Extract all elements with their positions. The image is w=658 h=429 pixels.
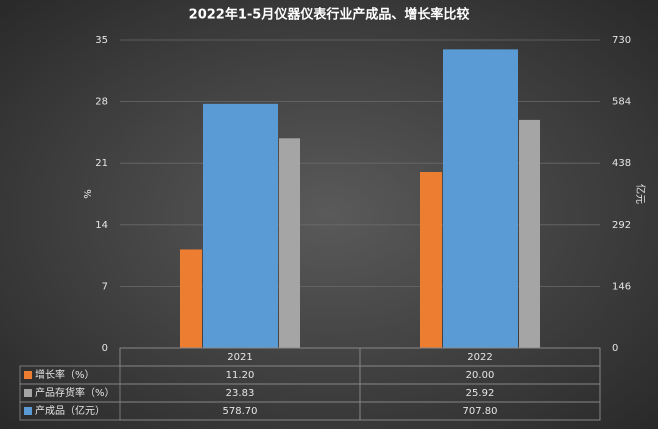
y-tick-label: 35 <box>95 35 108 46</box>
y2-tick-label: 438 <box>612 158 631 169</box>
legend-label: 产成品（亿元） <box>35 404 105 417</box>
bar <box>420 172 442 348</box>
bar <box>180 249 202 348</box>
legend-label: 增长率（%） <box>35 368 95 381</box>
y2-tick-label: 292 <box>612 220 631 231</box>
y2-tick-label: 0 <box>612 343 618 354</box>
table-value: 11.20 <box>226 370 255 381</box>
chart-title: 2022年1-5月仪器仪表行业产成品、增长率比较 <box>189 7 470 23</box>
table-legend-cell <box>19 401 601 421</box>
legend-swatch <box>24 371 32 379</box>
y-tick-label: 28 <box>95 97 108 108</box>
table-value: 23.83 <box>226 388 255 399</box>
y-tick-label: 7 <box>102 281 108 292</box>
table-category: 2021 <box>227 352 252 363</box>
y-axis-title: % <box>83 189 94 199</box>
bar <box>203 103 278 348</box>
legend-swatch <box>24 407 32 415</box>
table-value: 25.92 <box>466 388 495 399</box>
y-tick-label: 0 <box>102 343 108 354</box>
legend-swatch <box>24 389 32 397</box>
y2-tick-label: 730 <box>612 35 631 46</box>
y2-axis-title: 亿元 <box>634 184 647 204</box>
table-value: 578.70 <box>223 406 258 417</box>
table-value: 707.80 <box>463 406 498 417</box>
y2-tick-label: 146 <box>612 281 631 292</box>
bar <box>279 138 300 348</box>
bar <box>519 119 540 349</box>
bar <box>443 49 518 348</box>
table-category: 2022 <box>467 352 492 363</box>
legend-label: 产品存货率（%） <box>35 386 115 399</box>
y2-tick-label: 584 <box>612 97 631 108</box>
table-value: 20.00 <box>466 370 495 381</box>
y-tick-label: 14 <box>95 220 108 231</box>
y-tick-label: 21 <box>95 158 108 169</box>
